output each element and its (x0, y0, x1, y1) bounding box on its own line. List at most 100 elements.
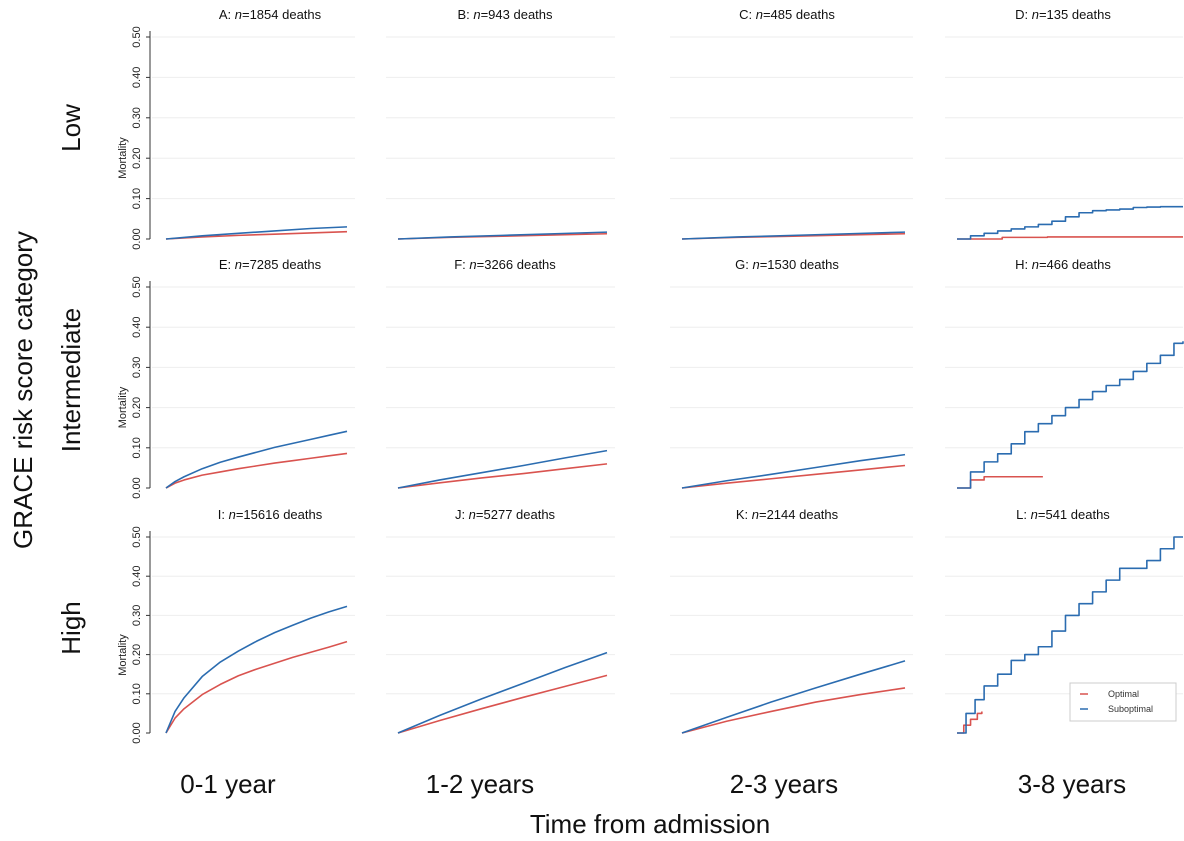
panel-f: F: n=3266 deaths (386, 257, 615, 489)
panel-title-n: n (1032, 257, 1039, 272)
y-tick-label: 0.50 (131, 276, 143, 297)
panel-title-suffix: =5277 deaths (476, 507, 556, 522)
panel-title-suffix: =3266 deaths (477, 257, 557, 272)
panel-g: G: n=1530 deaths (670, 257, 913, 489)
y-tick-label: 0.50 (131, 26, 143, 47)
y-tick-label: 0.10 (131, 188, 143, 209)
series-line-suboptimal (397, 231, 608, 240)
y-tick-label: 0.00 (131, 228, 143, 249)
panel-k: K: n=2144 deaths (670, 507, 913, 734)
panel-title: G: n=1530 deaths (735, 257, 839, 272)
y-tick-label: 0.10 (131, 683, 143, 704)
series-line-suboptimal (957, 341, 1184, 489)
panel-title-prefix: E: (219, 257, 235, 272)
panel-title: C: n=485 deaths (739, 7, 835, 22)
panel-e: 0.00 0.10 0.20 0.30 0.40 0.50 Mortality E: n=72… (117, 257, 355, 499)
panel-title-n: n (469, 507, 476, 522)
panel-title-n: n (1032, 7, 1039, 22)
panel-title-n: n (235, 7, 242, 22)
panel-d: D: n=135 deaths (945, 7, 1183, 240)
legend-label-suboptimal: Suboptimal (1108, 704, 1153, 714)
panel-ylabel-mortality: Mortality (117, 634, 129, 676)
y-tick-label: 0.00 (131, 722, 143, 743)
panel-title: J: n=5277 deaths (455, 507, 556, 522)
y-tick-label: 0.20 (131, 397, 143, 418)
panel-title: E: n=7285 deaths (219, 257, 322, 272)
series-line-suboptimal (397, 651, 608, 734)
panel-title-suffix: =15616 deaths (236, 507, 323, 522)
panel-l: L: n=541 deaths (945, 507, 1183, 734)
panel-title-suffix: =943 deaths (481, 7, 553, 22)
panel-j: J: n=5277 deaths (386, 507, 615, 734)
series-line-suboptimal (957, 536, 1183, 734)
y-tick-label: 0.10 (131, 437, 143, 458)
panel-title: A: n=1854 deaths (219, 7, 322, 22)
panel-title-n: n (229, 507, 236, 522)
column-labels: 0-1 year 1-2 years 2-3 years 3-8 years (180, 769, 1126, 799)
column-label-1-2: 1-2 years (426, 769, 534, 799)
panel-title-n: n (235, 257, 242, 272)
y-tick-label: 0.40 (131, 67, 143, 88)
panel-title-n: n (1031, 507, 1038, 522)
panel-title-suffix: =1530 deaths (760, 257, 840, 272)
panel-title: B: n=943 deaths (457, 7, 553, 22)
column-label-0-1: 0-1 year (180, 769, 276, 799)
y-tick-label: 0.50 (131, 526, 143, 547)
panel-c: C: n=485 deaths (670, 7, 913, 240)
panel-title-prefix: D: (1015, 7, 1032, 22)
series-line-optimal (681, 464, 906, 489)
panel-title-suffix: =485 deaths (763, 7, 835, 22)
y-tick-label: 0.00 (131, 477, 143, 498)
series-line-suboptimal (165, 430, 348, 489)
global-ylabel: GRACE risk score category (8, 231, 38, 549)
panel-title-prefix: B: (457, 7, 473, 22)
column-label-2-3: 2-3 years (730, 769, 838, 799)
panel-title: H: n=466 deaths (1015, 257, 1111, 272)
column-label-3-8: 3-8 years (1018, 769, 1126, 799)
panel-title-prefix: A: (219, 7, 235, 22)
series-line-suboptimal (397, 449, 608, 489)
global-xlabel: Time from admission (530, 809, 770, 839)
panel-title: D: n=135 deaths (1015, 7, 1111, 22)
y-tick-label: 0.20 (131, 147, 143, 168)
row-label-low: Low (56, 104, 86, 152)
row-label-intermediate: Intermediate (56, 308, 86, 453)
panel-ylabel-mortality: Mortality (117, 386, 129, 428)
panel-title-n: n (752, 507, 759, 522)
legend-box (1069, 682, 1177, 722)
legend-label-optimal: Optimal (1108, 689, 1139, 699)
series-line-optimal (165, 640, 348, 734)
legend: Optimal Suboptimal (1069, 682, 1177, 722)
panel-title-suffix: =541 deaths (1038, 507, 1110, 522)
series-line-suboptimal (681, 453, 906, 489)
series-line-optimal (165, 230, 348, 240)
row-labels: Low Intermediate High (56, 104, 86, 655)
panel-title-prefix: L: (1016, 507, 1030, 522)
series-line-optimal (397, 463, 608, 489)
panel-i: 0.00 0.10 0.20 0.30 0.40 0.50 Mortality I: n=15… (117, 507, 355, 744)
panel-title-suffix: =2144 deaths (759, 507, 839, 522)
panel-title: L: n=541 deaths (1016, 507, 1110, 522)
panel-title-suffix: =466 deaths (1039, 257, 1111, 272)
y-tick-label: 0.40 (131, 316, 143, 337)
panel-title: K: n=2144 deaths (736, 507, 839, 522)
series-line-suboptimal (165, 605, 348, 734)
y-tick-label: 0.30 (131, 357, 143, 378)
panel-title-suffix: =1854 deaths (242, 7, 322, 22)
series-line-suboptimal (957, 205, 1183, 240)
panel-title-prefix: H: (1015, 257, 1032, 272)
panel-title-suffix: =135 deaths (1039, 7, 1111, 22)
series-line-suboptimal (681, 231, 906, 240)
panel-h: H: n=466 deaths (945, 257, 1184, 489)
panel-title-n: n (752, 257, 759, 272)
series-line-optimal (165, 452, 348, 489)
panel-title-prefix: J: (455, 507, 469, 522)
panel-title-prefix: I: (218, 507, 229, 522)
y-tick-label: 0.30 (131, 107, 143, 128)
panel-a: 0.00 0.10 0.20 0.30 0.40 0.50 Mortality A: n=18… (117, 7, 355, 250)
row-label-high: High (56, 601, 86, 654)
y-tick-label: 0.30 (131, 605, 143, 626)
series-line-suboptimal (681, 660, 906, 734)
panel-title: I: n=15616 deaths (218, 507, 323, 522)
